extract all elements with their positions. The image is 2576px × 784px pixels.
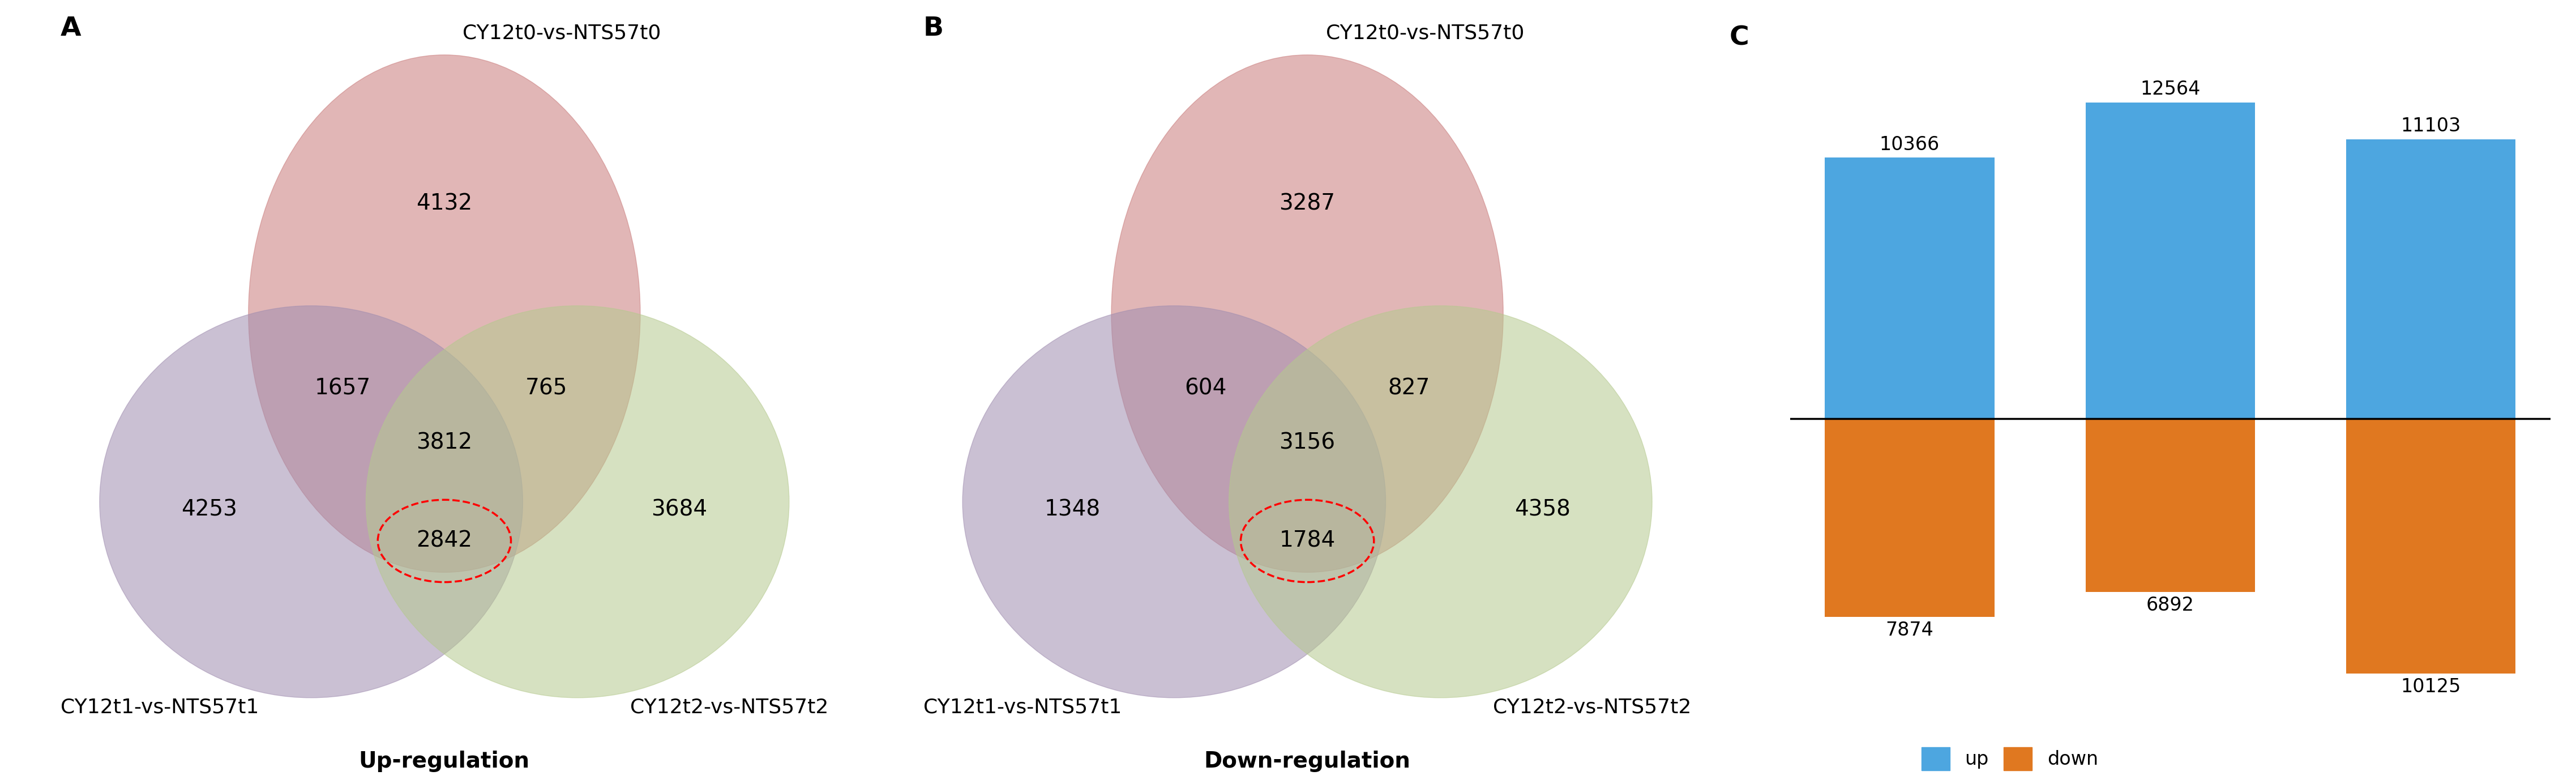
Text: 7874: 7874 <box>1886 621 1935 639</box>
Text: 3156: 3156 <box>1280 432 1334 454</box>
Text: CY12t2-vs-NTS57t2: CY12t2-vs-NTS57t2 <box>1494 698 1692 717</box>
Ellipse shape <box>100 306 523 698</box>
Text: A: A <box>59 16 82 42</box>
Text: 765: 765 <box>526 377 567 399</box>
Bar <box>1824 158 1994 419</box>
Ellipse shape <box>963 306 1386 698</box>
Text: 10125: 10125 <box>2401 677 2460 696</box>
Bar <box>2347 419 2517 673</box>
Text: 604: 604 <box>1185 377 1226 399</box>
Text: CY12t1-vs-NTS57t1: CY12t1-vs-NTS57t1 <box>59 698 258 717</box>
Text: Up-regulation: Up-regulation <box>358 751 531 772</box>
Text: 11103: 11103 <box>2401 117 2460 136</box>
Text: t1: t1 <box>2159 431 2182 451</box>
Legend: up, down: up, down <box>1914 739 2105 778</box>
Bar <box>1824 419 1994 617</box>
Bar <box>2347 140 2517 419</box>
Text: 2842: 2842 <box>417 530 471 552</box>
Text: CY12t1-vs-NTS57t1: CY12t1-vs-NTS57t1 <box>922 698 1121 717</box>
Text: t0: t0 <box>1899 431 1919 451</box>
Text: CY12t0-vs-NTS57t0: CY12t0-vs-NTS57t0 <box>1327 24 1525 43</box>
Ellipse shape <box>1110 55 1504 572</box>
Text: 4132: 4132 <box>417 193 471 215</box>
Text: t2: t2 <box>2421 431 2442 451</box>
Text: C: C <box>1728 25 1749 51</box>
Text: 1784: 1784 <box>1280 530 1334 552</box>
Text: 10366: 10366 <box>1880 136 1940 154</box>
Text: CY12t0-vs-NTS57t0: CY12t0-vs-NTS57t0 <box>464 24 662 43</box>
Ellipse shape <box>1229 306 1651 698</box>
Bar <box>2087 103 2254 419</box>
Bar <box>2087 419 2254 592</box>
Text: 3812: 3812 <box>417 432 471 454</box>
Text: 4253: 4253 <box>180 499 237 521</box>
Text: 6892: 6892 <box>2146 596 2195 615</box>
Text: 1657: 1657 <box>314 377 371 399</box>
Text: 3287: 3287 <box>1280 193 1334 215</box>
Text: 4358: 4358 <box>1515 499 1571 521</box>
Ellipse shape <box>247 55 641 572</box>
Text: CY12t2-vs-NTS57t2: CY12t2-vs-NTS57t2 <box>631 698 829 717</box>
Text: 827: 827 <box>1388 377 1430 399</box>
Text: 12564: 12564 <box>2141 80 2200 99</box>
Text: 3684: 3684 <box>652 499 708 521</box>
Ellipse shape <box>366 306 788 698</box>
Text: Down-regulation: Down-regulation <box>1203 751 1412 772</box>
Text: 1348: 1348 <box>1043 499 1100 521</box>
Text: B: B <box>922 16 943 42</box>
